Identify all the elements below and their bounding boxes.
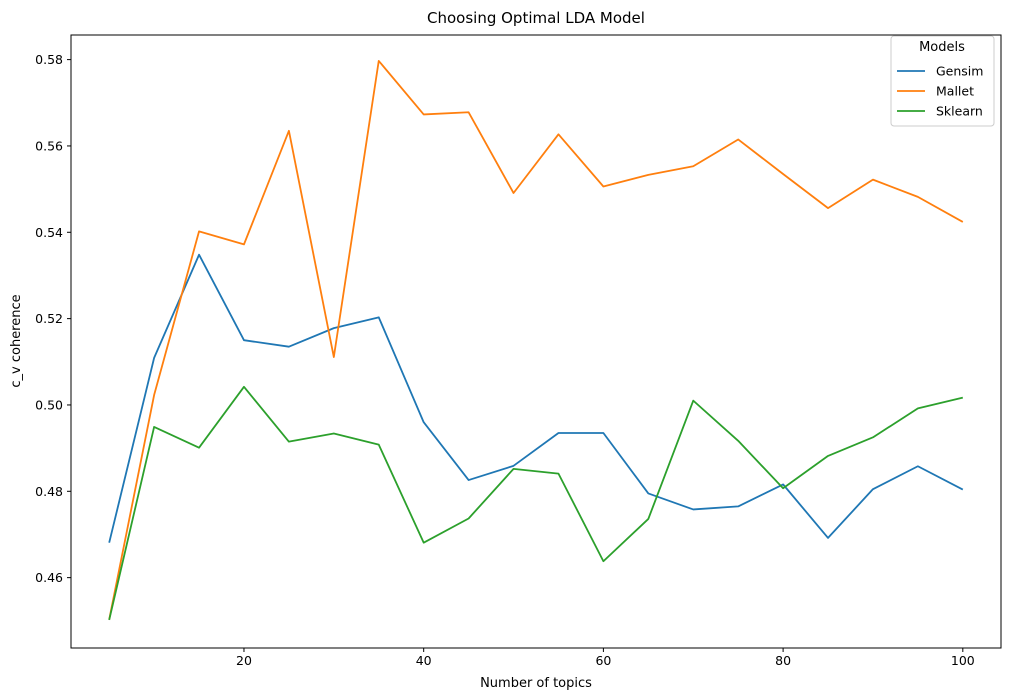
legend-label-mallet: Mallet xyxy=(936,84,974,99)
plot-area xyxy=(70,34,1002,649)
legend: Models Gensim Mallet Sklearn xyxy=(890,35,995,127)
x-tick-label: 40 xyxy=(416,653,432,668)
chart-title: Choosing Optimal LDA Model xyxy=(427,9,645,27)
x-axis-label: Number of topics xyxy=(480,676,592,691)
x-tick-label: 20 xyxy=(236,653,252,668)
y-tick-label: 0.48 xyxy=(35,484,63,499)
series-line-gensim xyxy=(108,253,964,543)
y-tick-label: 0.58 xyxy=(35,52,63,67)
x-tick-label: 80 xyxy=(775,653,791,668)
x-tick-label: 60 xyxy=(595,653,611,668)
y-axis-label: c_v coherence xyxy=(9,294,24,387)
legend-box xyxy=(890,35,995,127)
y-tick-label: 0.56 xyxy=(35,138,63,153)
series-line-sklearn xyxy=(108,385,964,621)
x-axis: 20 40 60 80 100 xyxy=(236,648,975,668)
y-tick-label: 0.50 xyxy=(35,397,63,412)
plot-frame xyxy=(70,34,1002,649)
series-lines xyxy=(108,60,964,621)
legend-label-gensim: Gensim xyxy=(936,64,983,79)
y-tick-label: 0.52 xyxy=(35,311,63,326)
y-tick-label: 0.54 xyxy=(35,225,63,240)
series-line-mallet xyxy=(108,60,964,620)
x-tick-label: 100 xyxy=(951,653,975,668)
y-tick-label: 0.46 xyxy=(35,570,63,585)
legend-label-sklearn: Sklearn xyxy=(936,104,983,119)
legend-title: Models xyxy=(919,40,965,55)
y-axis: 0.46 0.48 0.50 0.52 0.54 0.56 0.58 xyxy=(35,52,71,585)
